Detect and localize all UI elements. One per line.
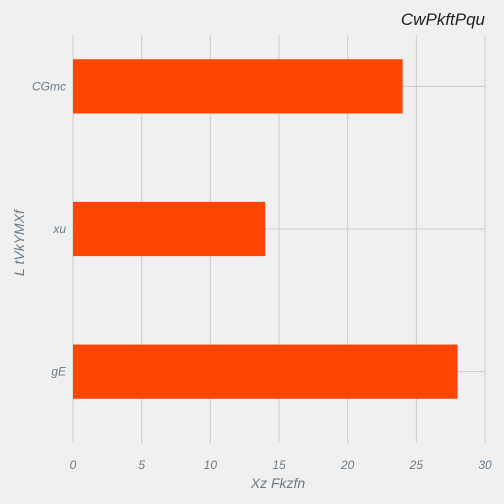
- y-tick-label: gE: [51, 365, 67, 379]
- y-tick-label: CGmc: [32, 79, 66, 93]
- x-tick-labels: 0 5 10 15 20 25 30: [70, 458, 492, 472]
- bars: [73, 59, 458, 399]
- x-tick-label: 30: [478, 458, 492, 472]
- x-tick-label: 15: [272, 458, 286, 472]
- x-tick-label: 25: [409, 458, 424, 472]
- chart-title: CwPkftPqu: [401, 10, 486, 29]
- bar-cgmc: [73, 59, 403, 114]
- x-tick-label: 10: [204, 458, 218, 472]
- x-tick-label: 20: [340, 458, 355, 472]
- bar-ge: [73, 344, 458, 399]
- x-axis-title: Xz Fkzfn: [250, 475, 306, 491]
- y-tick-labels: CGmc xu gE: [32, 79, 67, 378]
- x-tick-label: 5: [138, 458, 145, 472]
- bar-xu: [73, 201, 266, 257]
- y-tick-label: xu: [52, 222, 66, 236]
- y-axis-title: L tVkYMXf: [11, 208, 27, 276]
- x-tick-label: 0: [70, 458, 77, 472]
